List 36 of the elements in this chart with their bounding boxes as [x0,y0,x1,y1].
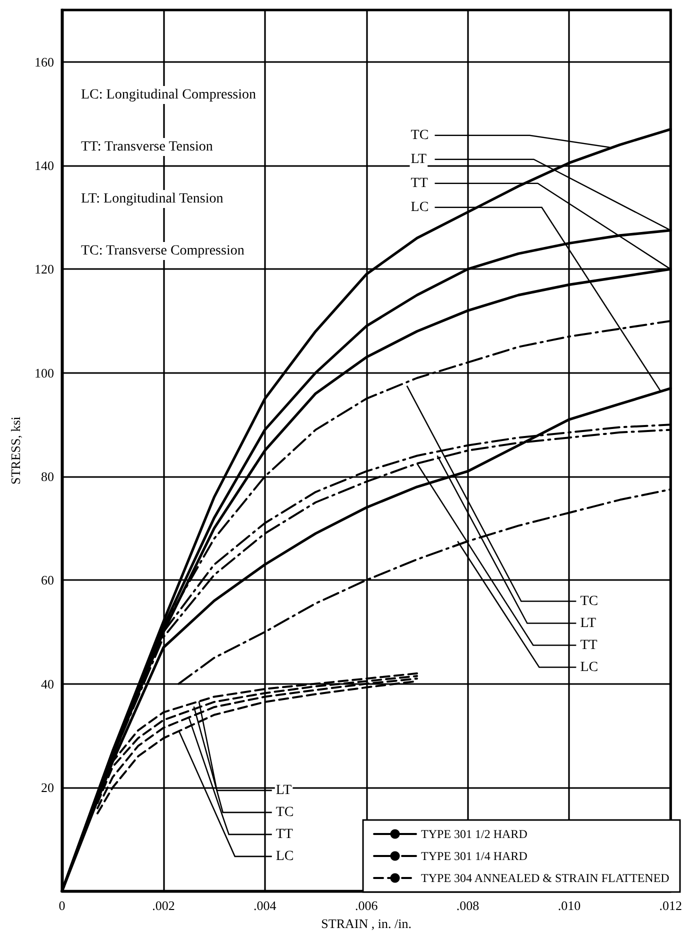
annotation: TC [580,594,598,609]
x-tick-label: .004 [254,898,277,914]
x-tick-label: .008 [456,898,480,914]
y-tick-label: 60 [41,572,54,588]
annotation: LT [580,616,596,631]
annotation: LC: Longitudinal Compression [81,88,256,102]
y-tick-label: 20 [41,780,54,795]
x-tick-label: .006 [354,898,378,914]
y-tick-label: 40 [41,676,54,692]
y-tick-label: 120 [34,262,54,277]
annotation: LC [410,200,429,215]
x-tick-label: .012 [659,898,682,914]
annotation: TT [580,638,598,653]
annotation: TC [276,804,294,820]
legend-label: TYPE 301 1/2 HARD [421,827,528,841]
annotation: TT [410,176,428,191]
y-tick-label: 100 [34,365,54,380]
legend-label: TYPE 301 1/4 HARD [421,849,528,863]
annotation: TT: Transverse Tension [81,140,213,154]
x-tick-label: 0 [58,898,66,914]
annotation: LC [276,848,294,864]
annotation: TT [276,826,294,842]
annotation: LT [410,152,428,167]
y-tick-label: 160 [34,54,54,70]
annotation: LT: Longitudinal Tension [81,192,224,206]
y-tick-label: 140 [34,158,54,173]
x-tick-label: .010 [558,898,581,914]
x-axis-title: STRAIN , in. /in. [321,916,412,931]
annotation: LC [580,660,598,675]
annotation: TC [410,128,429,143]
y-axis-title: STRESS, ksi [8,416,23,485]
annotation: LT [276,782,292,798]
x-tick-label: .002 [152,898,175,914]
y-tick-label: 80 [41,468,54,484]
legend-label: TYPE 304 ANNEALED & STRAIN FLATTENED [421,871,670,885]
annotation: TC: Transverse Compression [81,244,244,258]
